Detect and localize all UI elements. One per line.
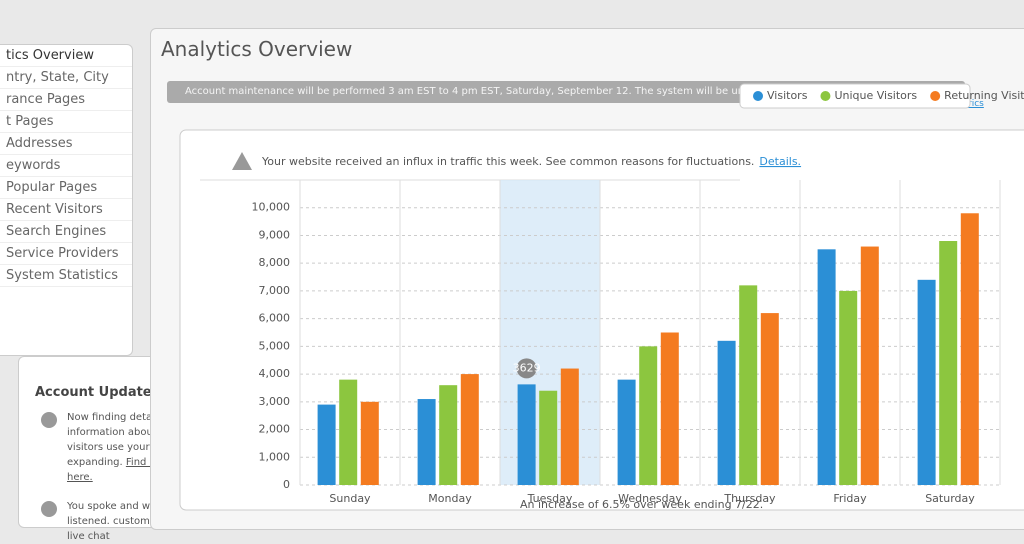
bar (860, 246, 879, 485)
x-tick-label: Thursday (723, 492, 776, 505)
alert-icon (232, 152, 252, 170)
bar (639, 346, 658, 485)
footnote: An increase of 6.5% over week ending 7/2… (520, 498, 763, 511)
bar (739, 285, 758, 485)
bar (539, 390, 558, 485)
bar (717, 340, 736, 485)
bar (939, 241, 958, 485)
nav-item[interactable]: ntry, State, City (0, 67, 132, 89)
x-tick-label: Monday (428, 492, 472, 505)
bar (660, 332, 679, 485)
bar (360, 401, 379, 485)
alert-text: Your website received an influx in traff… (261, 155, 754, 168)
x-tick-label: Tuesday (527, 492, 573, 505)
y-tick-label: 5,000 (259, 339, 291, 352)
nav-item[interactable]: Recent Visitors (0, 199, 132, 221)
y-tick-label: 6,000 (259, 312, 291, 325)
legend-swatch (930, 91, 941, 101)
legend-swatch (753, 91, 763, 101)
nav-item[interactable]: Addresses (0, 133, 132, 155)
alert-link[interactable]: Details. (759, 155, 801, 168)
y-tick-label: 9,000 (259, 228, 291, 241)
bar (839, 290, 858, 485)
y-tick-label: 0 (283, 478, 290, 491)
nav-item[interactable]: t Pages (0, 111, 132, 133)
x-tick-label: Sunday (329, 492, 371, 505)
bar (617, 379, 636, 485)
y-tick-label: 4,000 (259, 367, 291, 380)
nav-item[interactable]: System Statistics (0, 265, 132, 287)
bar (917, 279, 936, 485)
nav-item[interactable]: Popular Pages (0, 177, 132, 199)
bar (339, 379, 358, 485)
nav-item[interactable]: tics Overview (0, 45, 132, 67)
x-tick-label: Friday (833, 492, 867, 505)
nav-item[interactable]: eywords (0, 155, 132, 177)
bar (760, 313, 779, 485)
nav-item[interactable]: Service Providers (0, 243, 132, 265)
tooltip-label: 3629 (513, 361, 541, 374)
page-title: Analytics Overview (161, 37, 353, 61)
bar (817, 249, 836, 485)
bar (417, 399, 436, 485)
chart-panel (179, 129, 1024, 511)
y-tick-label: 2,000 (259, 423, 291, 436)
bar (560, 368, 579, 485)
bar (439, 385, 458, 485)
update-text: Now finding detailed information about h… (67, 412, 182, 468)
bar (460, 374, 479, 485)
legend-box (739, 83, 971, 109)
y-tick-label: 1,000 (259, 450, 291, 463)
bar (960, 213, 979, 486)
legend-swatch (820, 91, 831, 101)
updates-title: Account Updates (35, 385, 160, 400)
bar (517, 384, 536, 485)
page: tics Overview ntry, State, City rance Page… (0, 28, 1024, 542)
tooltip-bubble (516, 358, 537, 379)
y-tick-label: 8,000 (259, 256, 291, 269)
legend-label: Unique Visitors (834, 89, 917, 102)
legend-label: Visitors (767, 89, 808, 102)
y-tick-label: 7,000 (259, 284, 291, 297)
sidebar-nav: tics Overview ntry, State, City rance Page… (0, 44, 133, 356)
y-tick-label: 3,000 (259, 395, 291, 408)
y-tick-label: 10,000 (252, 201, 291, 214)
nav-item[interactable]: Search Engines (0, 221, 132, 243)
nav-item[interactable]: rance Pages (0, 89, 132, 111)
legend-label: Returning Visitors (944, 89, 1024, 102)
x-tick-label: Saturday (925, 492, 975, 505)
x-tick-label: Wednesday (618, 492, 682, 505)
bar (317, 404, 336, 485)
chart: Your website received an influx in traff… (179, 83, 1024, 511)
